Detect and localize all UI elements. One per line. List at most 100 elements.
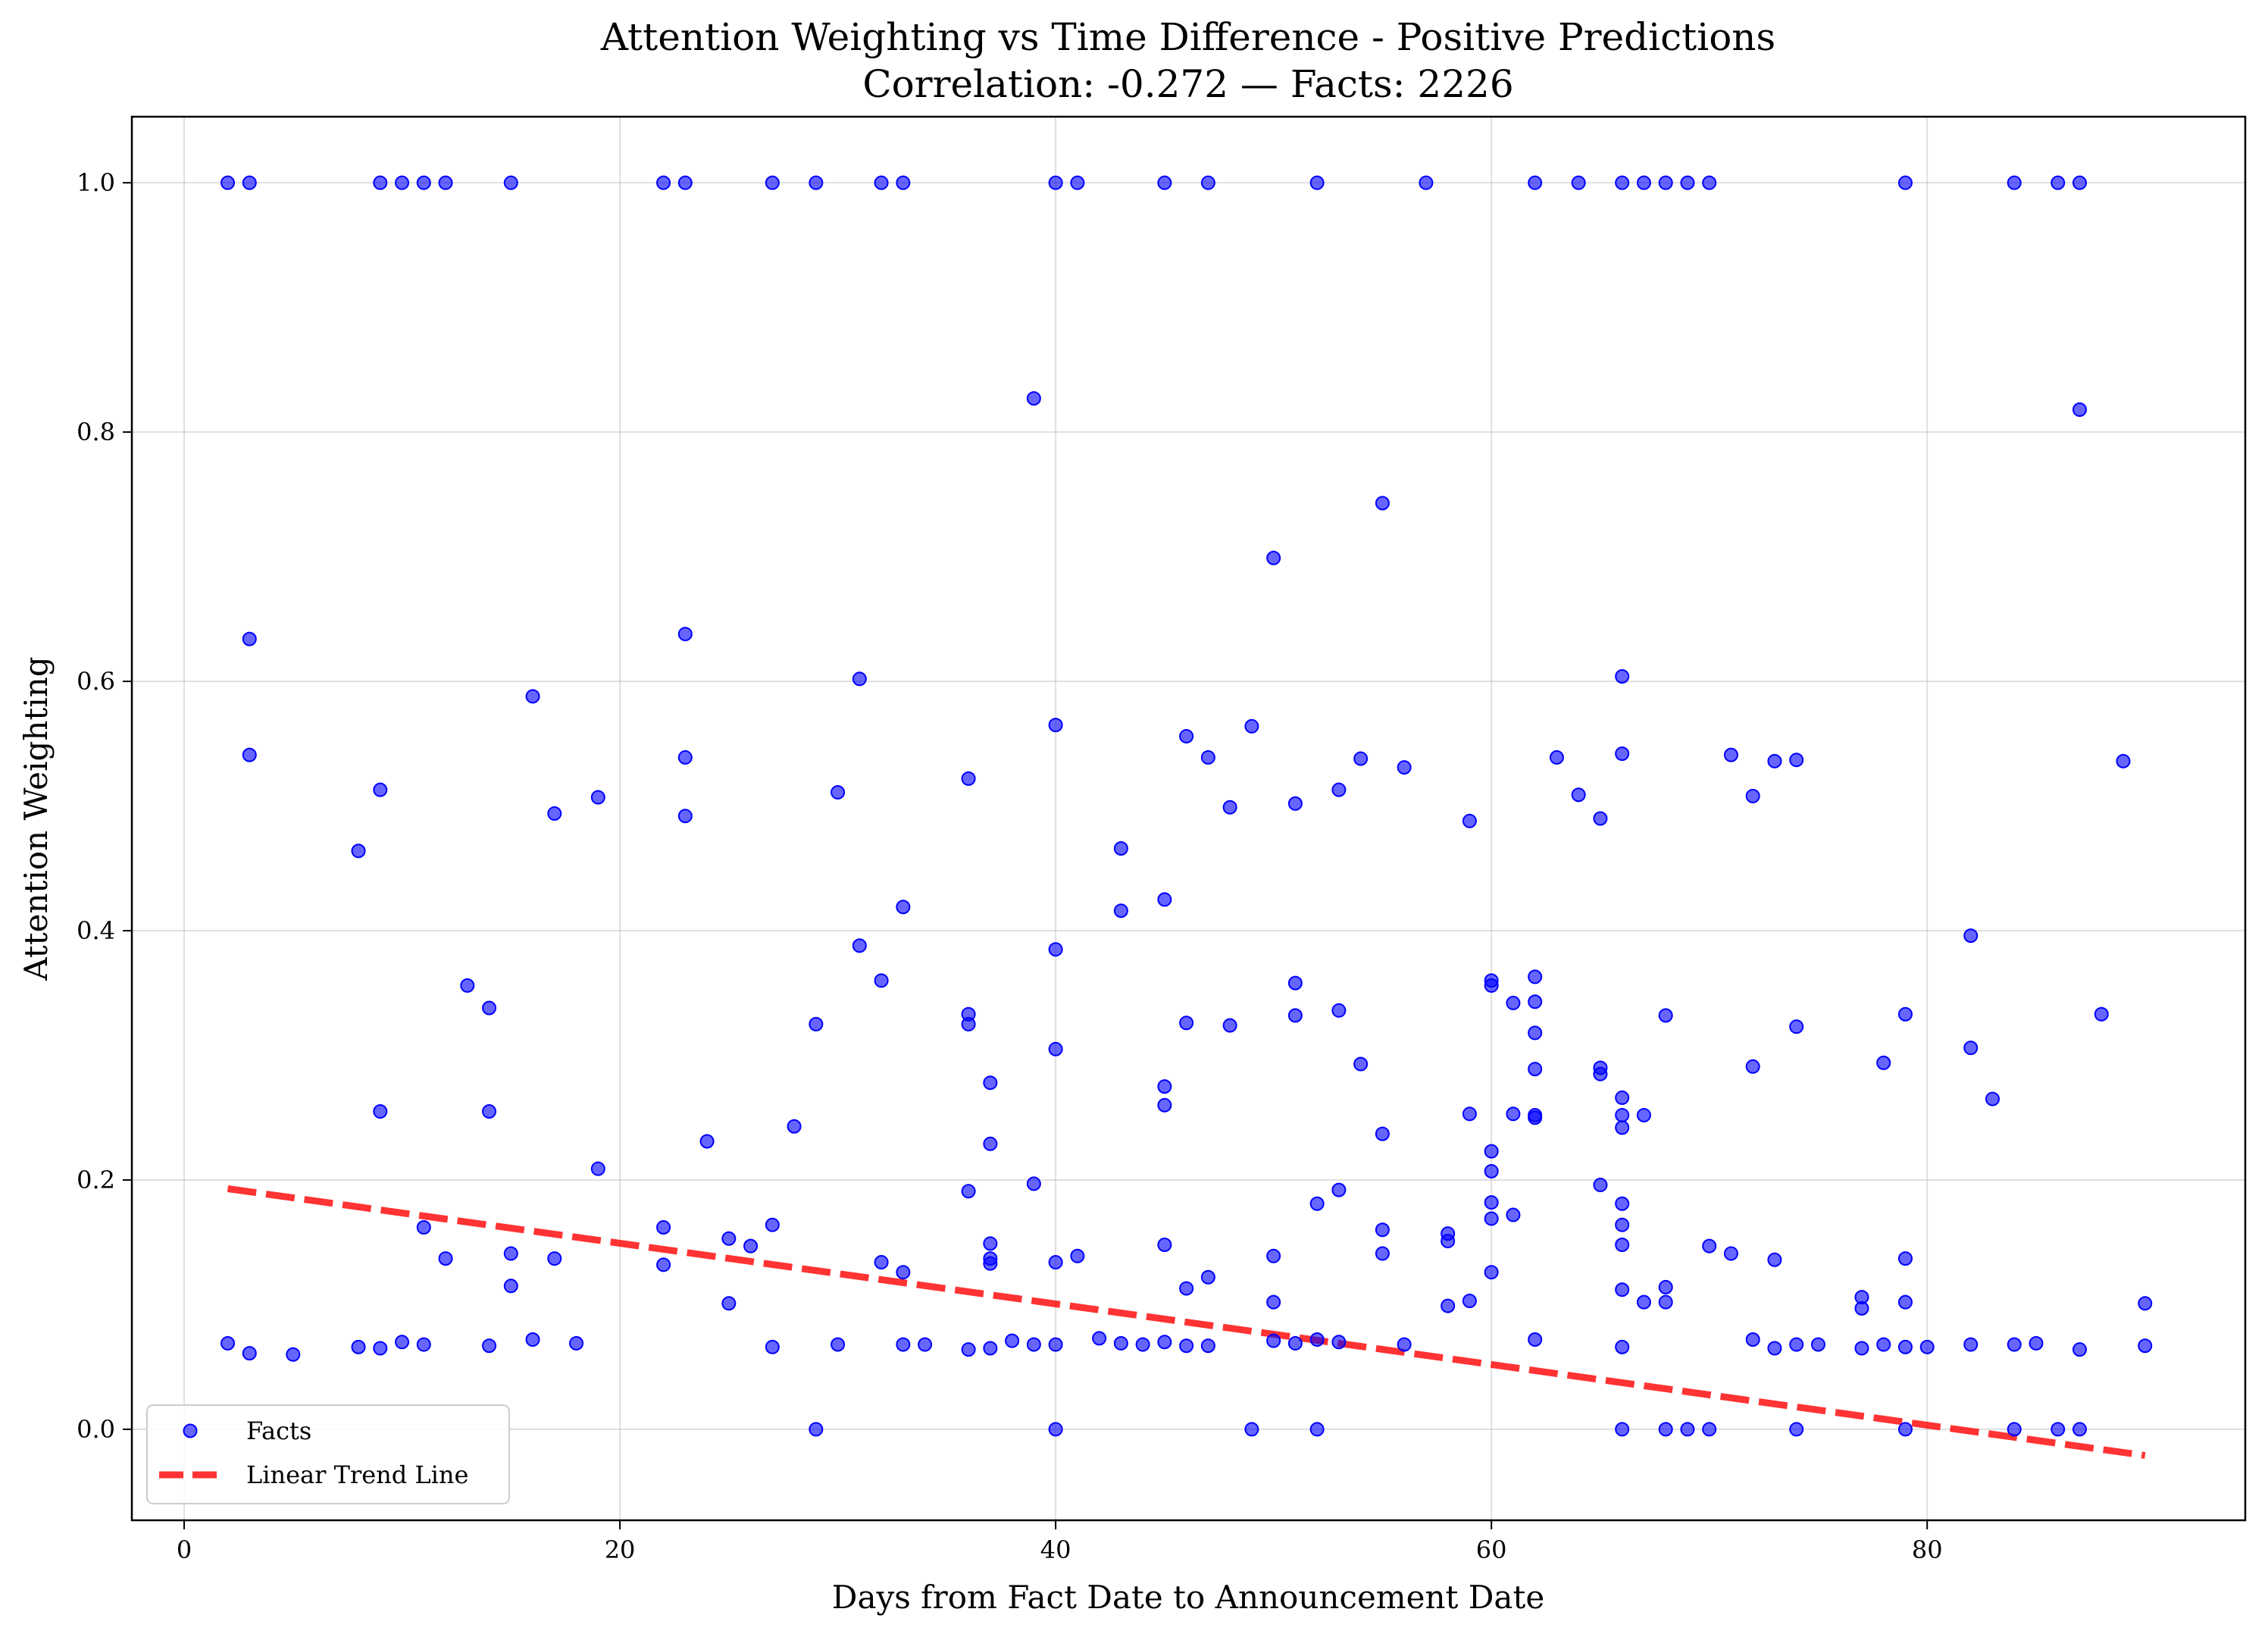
data-point xyxy=(961,771,976,786)
data-point xyxy=(721,1231,737,1246)
y-tick-label: 1.0 xyxy=(77,168,115,197)
data-point xyxy=(1615,1339,1630,1354)
data-point xyxy=(1005,1333,1020,1348)
data-point xyxy=(438,1251,453,1266)
data-point xyxy=(1615,175,1630,190)
data-point xyxy=(1615,1090,1630,1105)
data-point xyxy=(983,1341,998,1356)
data-point xyxy=(1287,796,1303,811)
data-point xyxy=(416,175,431,190)
y-axis-ticks: 0.0 0.2 0.4 0.6 0.8 1.0 xyxy=(77,168,132,1444)
data-point xyxy=(1309,175,1325,190)
data-point xyxy=(1745,1059,1760,1074)
data-point xyxy=(2138,1338,2153,1354)
data-point xyxy=(2116,753,2131,768)
data-point xyxy=(677,175,693,190)
data-point xyxy=(1331,1003,1347,1018)
data-point xyxy=(1702,1238,1717,1254)
x-tick-label: 20 xyxy=(605,1535,636,1564)
data-point xyxy=(525,689,540,704)
data-point xyxy=(482,1338,497,1354)
data-point xyxy=(221,175,236,190)
data-point xyxy=(874,973,889,988)
data-point xyxy=(983,1136,998,1151)
data-point xyxy=(874,1255,889,1270)
y-tick-label: 0.6 xyxy=(77,667,115,696)
data-point xyxy=(1876,1337,1891,1352)
data-point xyxy=(896,175,911,190)
data-point xyxy=(1200,1338,1215,1354)
data-point xyxy=(1397,1337,1412,1352)
data-point xyxy=(1157,892,1172,907)
data-point xyxy=(1048,718,1063,733)
data-point xyxy=(1026,1176,1041,1191)
data-point xyxy=(1745,788,1760,803)
data-point xyxy=(1157,1097,1172,1113)
data-point xyxy=(1026,391,1041,406)
data-point xyxy=(2007,1422,2022,1437)
data-point xyxy=(2007,1337,2022,1352)
data-point xyxy=(1179,1016,1194,1031)
legend: Facts Linear Trend Line xyxy=(146,1404,510,1504)
data-point xyxy=(699,1134,715,1149)
data-point xyxy=(2029,1335,2044,1351)
data-point xyxy=(2072,1342,2087,1357)
data-point xyxy=(1528,175,1543,190)
data-point xyxy=(1266,550,1281,565)
data-point xyxy=(395,175,410,190)
data-point xyxy=(1287,1008,1303,1023)
data-point xyxy=(2007,175,2022,190)
data-point xyxy=(1353,751,1369,766)
data-point xyxy=(1615,1422,1630,1437)
data-point xyxy=(1767,1252,1782,1267)
data-point xyxy=(1462,1294,1477,1309)
legend-label-facts: Facts xyxy=(246,1416,311,1445)
data-point xyxy=(1528,994,1543,1009)
data-point xyxy=(1157,1079,1172,1094)
data-point xyxy=(547,1251,562,1266)
data-point xyxy=(351,1339,366,1354)
data-point xyxy=(547,806,562,821)
data-point xyxy=(1462,1106,1477,1122)
data-point xyxy=(1571,787,1586,803)
y-axis-label: Attention Weighting xyxy=(17,656,55,981)
data-point xyxy=(1615,1107,1630,1122)
data-point xyxy=(1048,175,1063,190)
data-point xyxy=(1876,1055,1891,1070)
data-point xyxy=(961,1184,976,1199)
data-point xyxy=(351,844,366,859)
data-point xyxy=(1658,1008,1673,1023)
data-point xyxy=(983,1075,998,1091)
data-point xyxy=(831,784,846,800)
data-point xyxy=(1680,175,1695,190)
data-point xyxy=(1897,1339,1913,1354)
data-point xyxy=(1963,1041,1979,1056)
data-point xyxy=(1723,1246,1738,1261)
data-point xyxy=(2051,1422,2066,1437)
grid xyxy=(132,117,2245,1520)
data-point xyxy=(1593,1066,1608,1081)
chart-title: Attention Weighting vs Time Difference -… xyxy=(600,15,1775,59)
data-point xyxy=(721,1296,737,1311)
scatter-points xyxy=(221,175,2153,1437)
data-point xyxy=(1113,840,1128,856)
data-point xyxy=(1854,1301,1869,1316)
data-point xyxy=(1048,1041,1063,1056)
data-point xyxy=(590,790,605,805)
data-point xyxy=(1528,1062,1543,1077)
data-point xyxy=(503,175,518,190)
data-point xyxy=(765,1339,780,1354)
data-point xyxy=(896,1337,911,1352)
data-point xyxy=(677,809,693,824)
data-point xyxy=(1680,1422,1695,1437)
data-point xyxy=(1397,760,1412,775)
data-point xyxy=(918,1337,933,1352)
data-point xyxy=(416,1337,431,1352)
y-tick-label: 0.8 xyxy=(77,418,115,446)
data-point xyxy=(765,1217,780,1232)
data-point xyxy=(1244,1422,1259,1437)
y-tick-label: 0.0 xyxy=(77,1415,115,1444)
data-point xyxy=(1658,175,1673,190)
data-point xyxy=(569,1335,584,1351)
